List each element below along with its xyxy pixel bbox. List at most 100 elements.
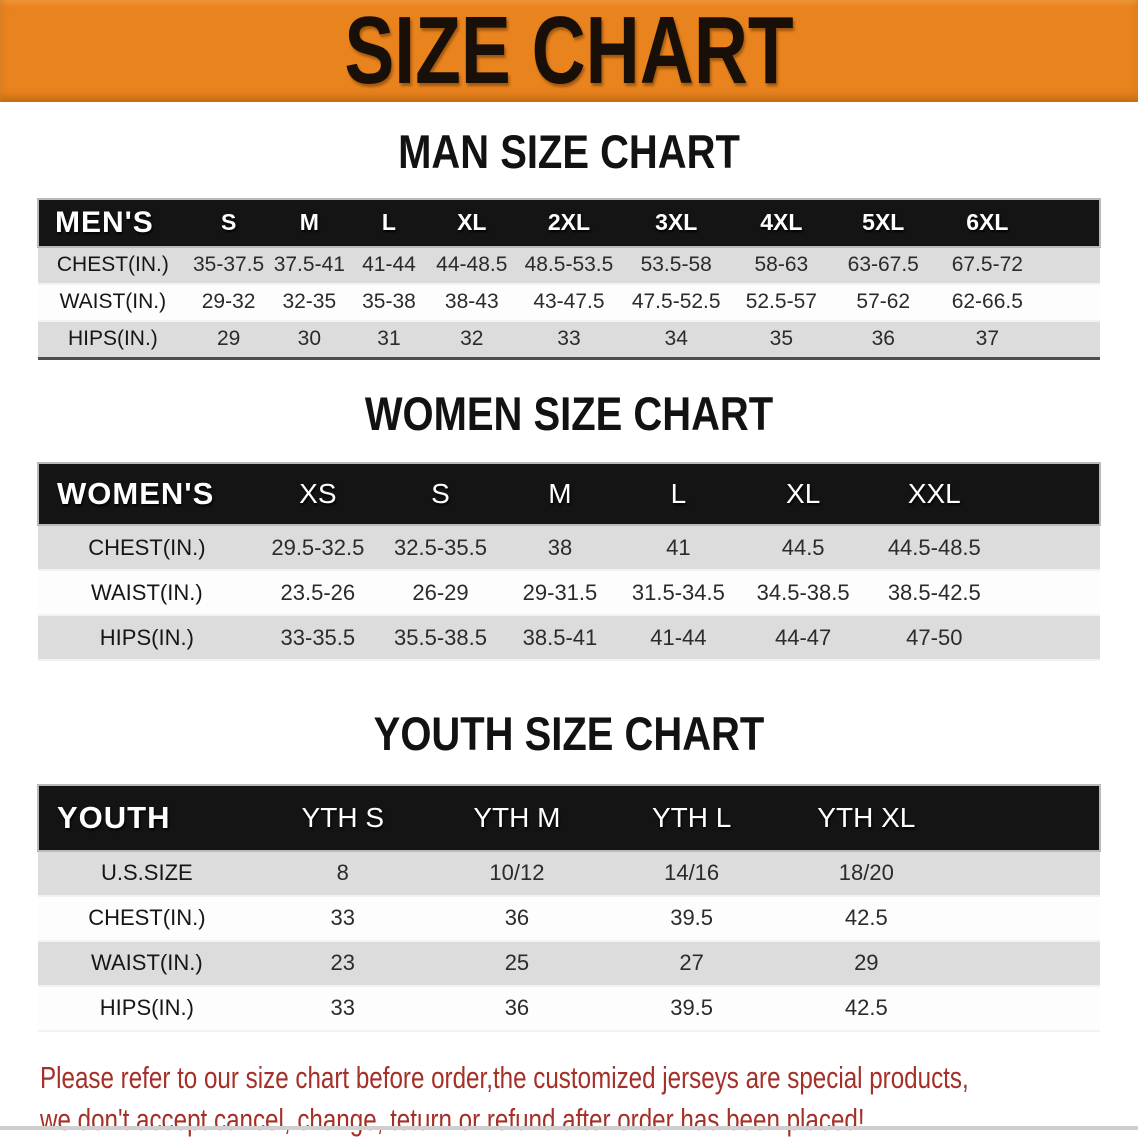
size-value: 30 — [297, 327, 321, 351]
size-value: 18/20 — [838, 860, 894, 886]
size-value: 36 — [504, 905, 530, 931]
column-header: XS — [255, 463, 380, 526]
size-value: 38.5-41 — [522, 624, 598, 650]
table-row: CHEST(IN.) 33 36 39.5 42.5 — [38, 895, 1100, 941]
spacer-cell — [1041, 284, 1100, 321]
table-row: WAIST(IN.) 23 25 27 29 — [38, 940, 1100, 986]
size-value: 8 — [336, 860, 349, 886]
size-value: 35 — [769, 327, 793, 351]
row-label: CHEST(IN.) — [88, 905, 206, 931]
column-header: S — [379, 463, 502, 526]
size-value: 14/16 — [664, 860, 720, 886]
women-size-table: WOMEN'S XS S M L XL XXL CHEST(IN.) 29.5-32.5 32.5… — [37, 462, 1101, 662]
row-label: HIPS(IN.) — [67, 327, 158, 351]
title-banner: SIZE CHART — [0, 0, 1138, 102]
size-value: 42.5 — [844, 905, 888, 931]
bottom-edge-divider — [0, 1126, 1138, 1130]
size-value: 29.5-32.5 — [271, 534, 365, 560]
row-label: HIPS(IN.) — [99, 624, 194, 650]
spacer-cell — [953, 986, 1100, 1031]
table-row: HIPS(IN.) 33 36 39.5 42.5 — [38, 985, 1100, 1031]
spacer-cell — [1000, 615, 1100, 660]
column-header: XXL — [868, 463, 1001, 526]
table-row: HIPS(IN.) 33-35.5 35.5-38.5 38.5-41 41-44 44-… — [38, 615, 1100, 661]
column-header: XL — [737, 463, 869, 526]
size-value: 26-29 — [412, 579, 469, 605]
size-value: 31.5-34.5 — [631, 579, 725, 605]
size-value: 23.5-26 — [280, 579, 356, 605]
size-value: 29-32 — [201, 290, 256, 314]
column-header: 3XL — [623, 198, 730, 247]
table-corner-label: MEN'S — [38, 198, 188, 247]
spacer-cell — [1000, 525, 1100, 570]
size-value: 36 — [504, 995, 530, 1021]
column-header: 2XL — [514, 198, 624, 247]
size-value: 44.5 — [781, 534, 825, 560]
youth-size-table: YOUTH YTH S YTH M YTH L YTH XL U.S.SIZE 8 10/12… — [37, 784, 1101, 1032]
table-row: CHEST(IN.) 35-37.5 37.5-41 41-44 44-48.5 48.5… — [38, 246, 1100, 284]
size-value: 10/12 — [489, 860, 545, 886]
size-value: 35-38 — [362, 290, 416, 314]
size-value: 33 — [330, 905, 356, 931]
table-row: CHEST(IN.) 29.5-32.5 32.5-35.5 38 41 44.5 44.5… — [38, 525, 1100, 571]
column-header: M — [501, 463, 619, 526]
row-label: WAIST(IN.) — [91, 579, 203, 605]
column-header: S — [187, 198, 270, 247]
table-row: U.S.SIZE 8 10/12 14/16 18/20 — [38, 850, 1100, 896]
spacer-cell — [953, 851, 1100, 896]
size-value: 32.5-35.5 — [394, 534, 487, 560]
size-value: 41-44 — [650, 624, 707, 650]
row-label: WAIST(IN.) — [91, 950, 203, 976]
size-value: 39.5 — [670, 905, 714, 931]
spacer-cell — [1000, 463, 1100, 526]
spacer-cell — [1041, 321, 1100, 359]
spacer-cell — [1041, 198, 1100, 247]
table-row: WAIST(IN.) 23.5-26 26-29 29-31.5 31.5-34.5 34… — [38, 570, 1100, 616]
row-label: HIPS(IN.) — [99, 995, 194, 1021]
column-header: YTH L — [604, 784, 780, 851]
size-value: 23 — [330, 950, 356, 976]
size-value: 57-62 — [856, 290, 911, 314]
size-value: 35.5-38.5 — [394, 624, 487, 650]
size-value: 37 — [975, 327, 999, 351]
size-value: 25 — [504, 950, 530, 976]
notice-line-1: Please refer to our size chart before or… — [40, 1059, 969, 1095]
size-value: 38-43 — [444, 290, 499, 314]
size-value: 27 — [679, 950, 704, 976]
youth-section-heading: YOUTH SIZE CHART — [373, 707, 765, 761]
size-value: 29 — [216, 327, 241, 351]
column-header: L — [349, 198, 429, 247]
size-value: 38 — [547, 534, 573, 560]
size-value: 29 — [854, 950, 879, 976]
size-value: 38.5-42.5 — [887, 579, 981, 605]
column-header: YTH S — [255, 784, 430, 851]
size-value: 44-48.5 — [436, 253, 508, 277]
size-value: 44-47 — [775, 624, 832, 650]
size-value: 67.5-72 — [951, 253, 1023, 277]
size-value: 53.5-58 — [640, 253, 712, 277]
row-label: U.S.SIZE — [101, 860, 193, 886]
table-header-row: YOUTH YTH S YTH M YTH L YTH XL — [38, 784, 1100, 851]
column-header: YTH M — [429, 784, 605, 851]
women-section-heading: WOMEN SIZE CHART — [364, 386, 774, 440]
table-corner-label: YOUTH — [38, 784, 256, 851]
table-header-row: WOMEN'S XS S M L XL XXL — [38, 463, 1100, 526]
size-value: 29-31.5 — [522, 579, 598, 605]
spacer-cell — [1041, 247, 1100, 284]
spacer-cell — [1000, 570, 1100, 615]
column-header: 5XL — [833, 198, 934, 247]
row-label: CHEST(IN.) — [88, 534, 206, 560]
table-header-row: MEN'S S M L XL 2XL 3XL 4XL 5XL 6XL — [38, 198, 1100, 247]
size-value: 32 — [460, 327, 484, 351]
size-value: 41 — [666, 534, 691, 560]
size-value: 44.5-48.5 — [887, 534, 981, 560]
spacer-cell — [953, 941, 1100, 986]
size-value: 36 — [871, 327, 895, 351]
size-value: 52.5-57 — [745, 290, 817, 314]
column-header: YTH XL — [779, 784, 954, 851]
table-row: WAIST(IN.) 29-32 32-35 35-38 38-43 43-47.5 47.… — [38, 283, 1100, 321]
men-size-section: MAN SIZE CHART MEN'S S M L XL 2XL 3XL 4XL 5XL 6XL… — [0, 125, 1138, 360]
table-row: HIPS(IN.) 29 30 31 32 33 34 35 36 37 — [38, 320, 1100, 359]
size-value: 35-37.5 — [193, 253, 265, 277]
size-value: 62-66.5 — [951, 290, 1023, 314]
